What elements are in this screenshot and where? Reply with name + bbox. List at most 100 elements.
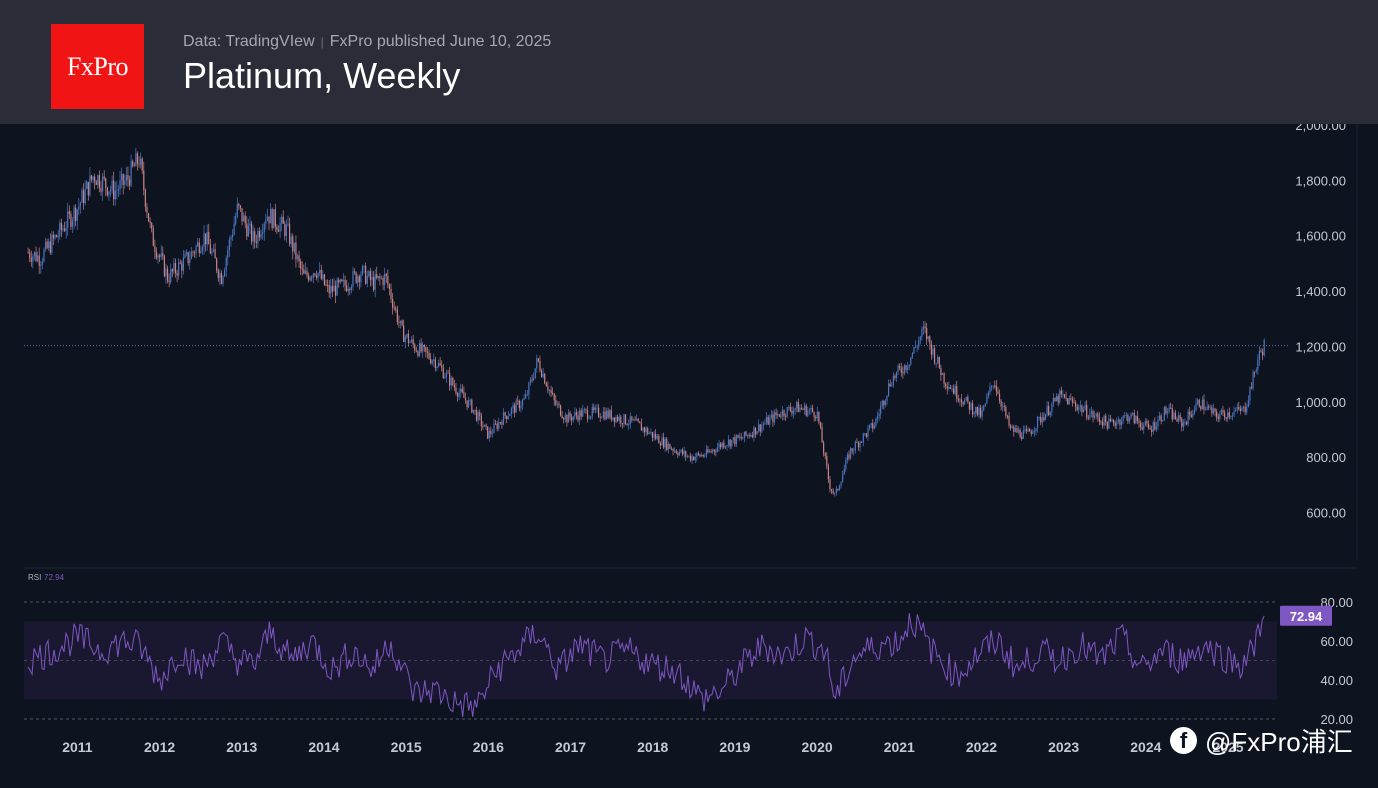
candle-body	[528, 382, 530, 395]
candle-body	[826, 456, 828, 467]
candle-body	[377, 275, 379, 279]
candle-body	[615, 416, 617, 423]
candle-body	[737, 435, 739, 438]
candle-body	[933, 348, 936, 363]
candle-body	[617, 416, 619, 421]
candle-body	[770, 414, 772, 418]
candle-body	[501, 422, 503, 425]
candle-body	[746, 434, 749, 436]
candle-body	[675, 450, 677, 454]
candle-body	[502, 412, 505, 425]
candle-body	[231, 234, 234, 238]
candle-body	[859, 441, 861, 448]
candle-body	[179, 262, 181, 264]
candle-body	[422, 344, 424, 352]
candle-body	[1114, 423, 1116, 426]
candle-body	[553, 394, 555, 401]
candle-body	[147, 213, 150, 222]
candle-body	[225, 258, 227, 271]
candle-body	[184, 254, 186, 258]
candle-body	[1244, 406, 1246, 413]
page-title: Platinum, Weekly	[183, 55, 461, 96]
candle-body	[163, 256, 165, 277]
candle-body	[87, 181, 89, 196]
candle-body	[1067, 398, 1069, 405]
candle-body	[753, 427, 755, 438]
chart-area[interactable]: 2,000.00 1,800.00 1,600.00 1,400.00 1,200.00…	[0, 124, 1378, 788]
candle-body	[895, 371, 898, 378]
candle-body	[317, 273, 319, 278]
candle-body	[710, 451, 712, 452]
price-axis-label: 1,400.00	[1295, 284, 1346, 299]
candle-body	[1043, 417, 1045, 421]
candle-body	[63, 228, 66, 231]
candle-body	[716, 447, 719, 452]
candle-body	[43, 249, 45, 262]
candle-body	[189, 258, 191, 263]
candle-body	[805, 405, 807, 416]
candle-body	[1132, 413, 1134, 414]
candle-body	[888, 383, 890, 396]
candle-body	[583, 409, 585, 411]
candle-body	[794, 408, 796, 411]
candle-body	[510, 408, 513, 415]
candle-body	[946, 385, 948, 389]
candle-body	[1113, 420, 1115, 424]
candle-body	[1036, 417, 1039, 429]
candle-body	[219, 273, 221, 278]
candle-body	[344, 279, 346, 286]
candle-body	[1092, 411, 1094, 418]
candle-body	[103, 176, 105, 179]
candle-body	[450, 377, 452, 386]
candle-body	[1079, 405, 1081, 408]
candle-body	[331, 285, 333, 292]
candle-body	[100, 188, 102, 192]
candle-body	[105, 178, 107, 188]
candle-body	[33, 252, 36, 257]
time-axis-label: 2014	[308, 739, 339, 755]
candle-body	[32, 256, 34, 262]
candle-body	[212, 249, 215, 252]
candle-body	[401, 320, 403, 326]
candle-body	[445, 372, 448, 378]
candle-body	[228, 239, 230, 251]
candle-body	[765, 417, 768, 424]
candle-body	[141, 158, 143, 171]
candle-body	[1160, 415, 1162, 422]
candle-body	[1057, 396, 1059, 403]
candle-body	[659, 443, 662, 446]
candle-body	[57, 235, 59, 238]
candle-body	[1087, 417, 1089, 419]
candle-body	[257, 231, 259, 243]
candle-body	[1068, 398, 1070, 405]
candle-body	[1166, 411, 1169, 414]
candle-body	[246, 223, 248, 237]
candle-body	[414, 344, 416, 351]
candle-body	[70, 213, 72, 227]
candle-body	[1151, 429, 1153, 432]
price-axis-label: 2,000.00	[1295, 124, 1346, 133]
candle-body	[290, 236, 292, 245]
candle-body	[629, 416, 631, 425]
candle-body	[1144, 421, 1146, 426]
candle-body	[46, 241, 48, 248]
candle-body	[697, 453, 700, 455]
candle-body	[372, 276, 375, 290]
candle-body	[1003, 406, 1005, 407]
candle-body	[621, 423, 623, 425]
watermark: f @FxPro浦汇	[1170, 722, 1353, 759]
candle-body	[1076, 406, 1078, 410]
candle-body	[732, 437, 734, 441]
candle-body	[1008, 415, 1010, 426]
candle-body	[689, 455, 692, 461]
candle-body	[626, 424, 628, 426]
candle-body	[468, 400, 470, 408]
candle-body	[346, 285, 348, 292]
candle-body	[864, 433, 866, 435]
candle-body	[347, 289, 349, 292]
candle-body	[921, 329, 923, 337]
candle-body	[1138, 421, 1140, 423]
candle-body	[263, 223, 265, 233]
candle-body	[327, 285, 329, 286]
candle-body	[216, 258, 218, 271]
